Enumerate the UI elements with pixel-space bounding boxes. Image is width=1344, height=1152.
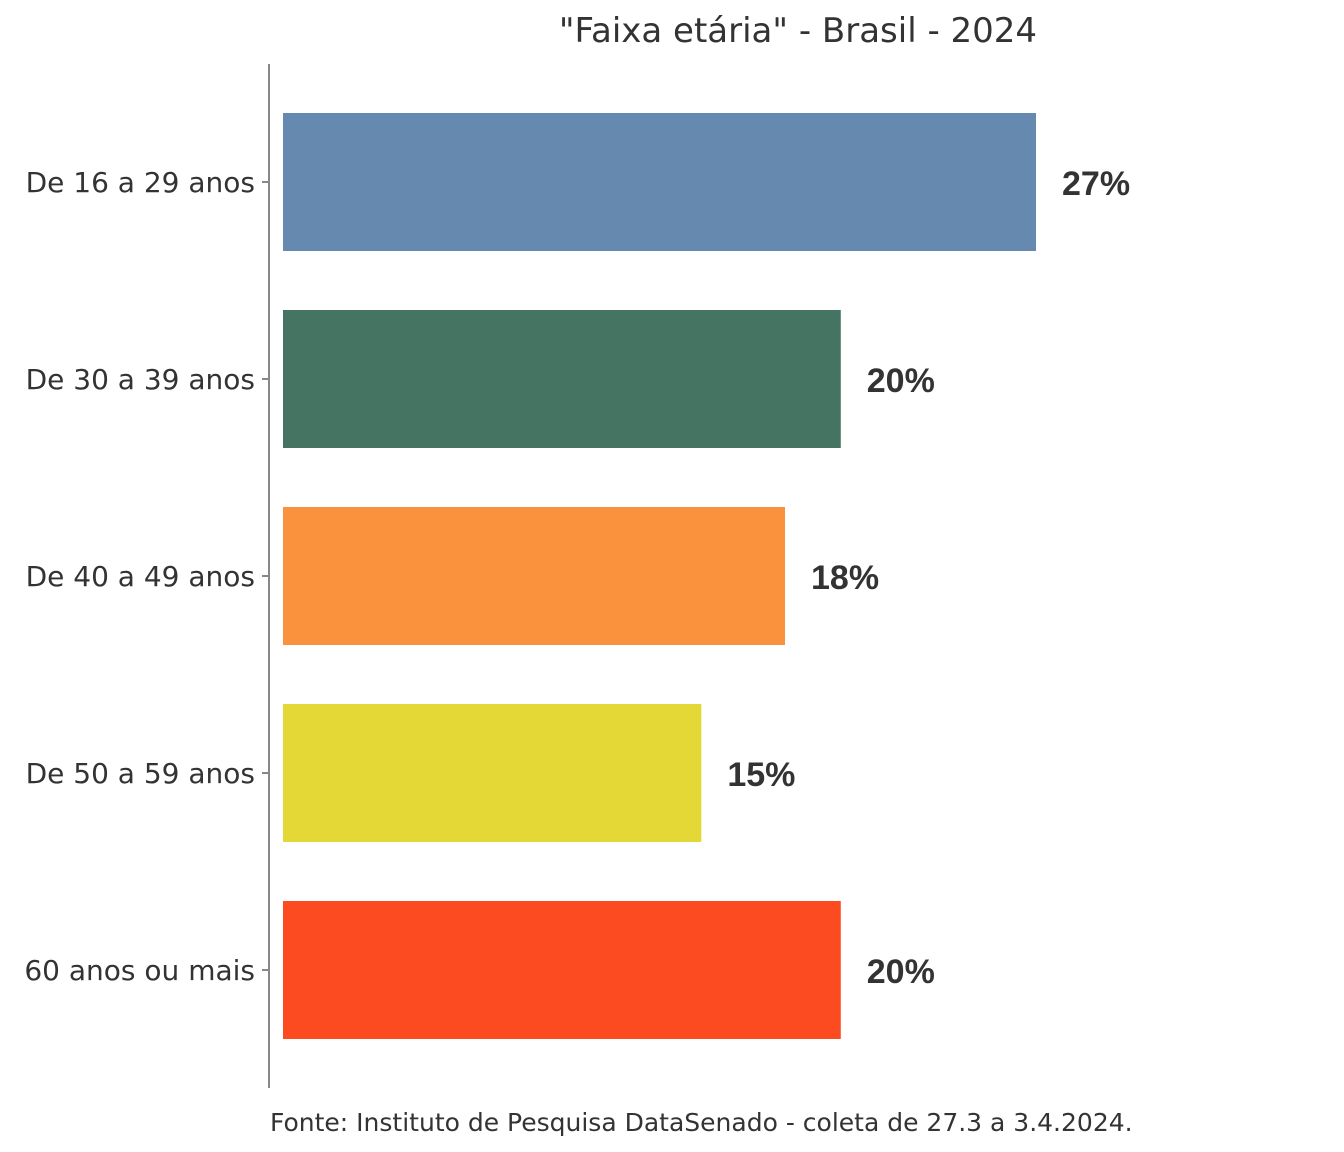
bar-4 (283, 704, 702, 842)
value-label-4: 15% (727, 756, 795, 794)
bar-3 (283, 507, 785, 645)
category-label-4: De 50 a 59 anos (26, 757, 255, 790)
value-label-3: 18% (811, 559, 879, 597)
value-label-1: 27% (1062, 165, 1130, 203)
chart-marks: De 16 a 29 anos 27% De 30 a 39 anos 20% De 4… (24, 113, 1130, 1039)
chart-title: "Faixa etária" - Brasil - 2024 (559, 11, 1037, 51)
bar-2 (283, 310, 841, 448)
category-label-2: De 30 a 39 anos (26, 363, 255, 396)
bar-1 (283, 113, 1036, 251)
bar-5 (283, 901, 841, 1039)
value-label-5: 20% (867, 953, 935, 991)
category-label-1: De 16 a 29 anos (26, 166, 255, 199)
value-label-2: 20% (867, 362, 935, 400)
source-caption: Fonte: Instituto de Pesquisa DataSenado … (270, 1108, 1133, 1137)
category-label-5: 60 anos ou mais (24, 954, 255, 987)
category-label-3: De 40 a 49 anos (26, 560, 255, 593)
